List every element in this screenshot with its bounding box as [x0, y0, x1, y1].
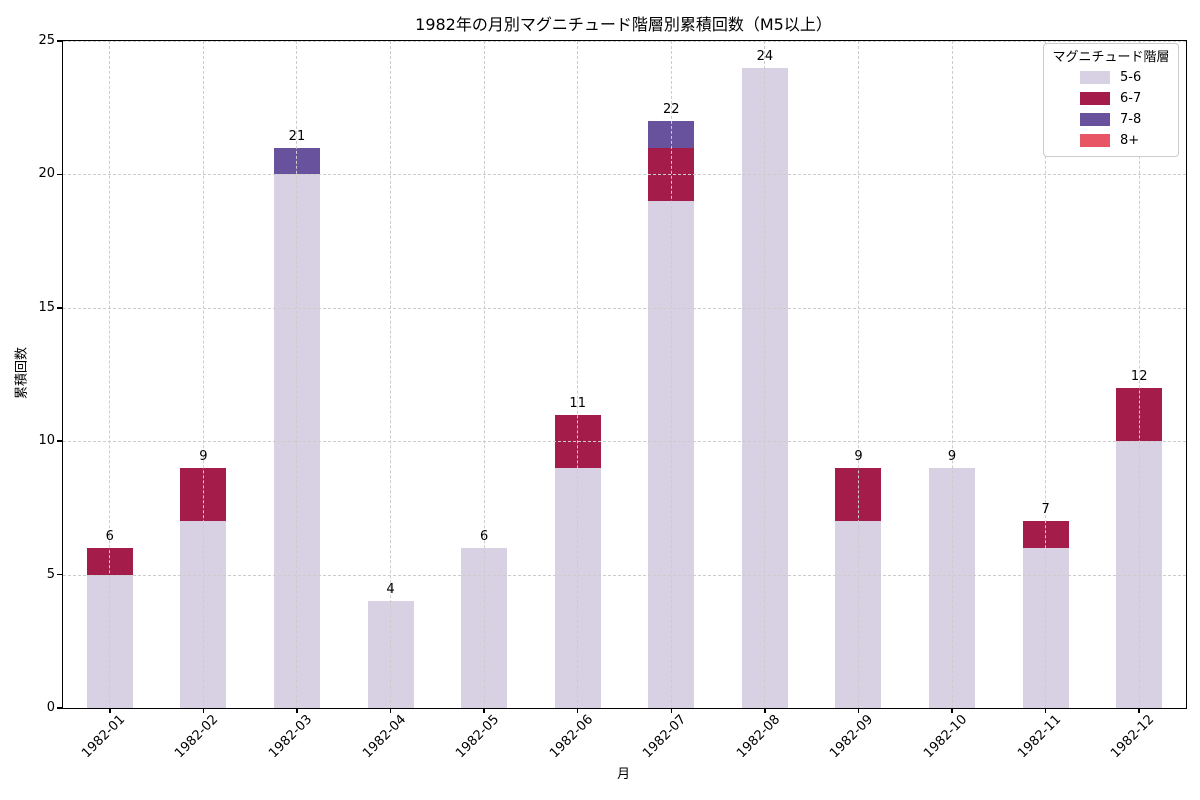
x-tick-mark-1982-08 [764, 708, 766, 713]
legend-entry-label: 5-6 [1120, 70, 1142, 85]
legend-entry-label: 7-8 [1120, 112, 1142, 127]
bar-total-label-1982-10: 9 [947, 448, 957, 464]
gridline-vertical-1982-10 [951, 41, 953, 708]
x-tick-mark-1982-10 [951, 708, 953, 713]
y-tick-mark-10 [57, 440, 62, 442]
gridline-horizontal-10 [63, 441, 1186, 443]
gridline-horizontal-5 [63, 574, 1186, 576]
plot-area: 0 5 10 15 20 25 1982-01 6 1982-02 9 1982-03 21 1982-… [38, 33, 1187, 761]
bar-total-label-1982-07: 22 [663, 102, 680, 118]
chart-title: 1982年の月別マグニチュード階層別累積回数（M5以上） [415, 15, 832, 34]
legend-swatch-6-7 [1080, 92, 1110, 105]
gridline-vertical-1982-11 [1045, 41, 1047, 708]
y-tick-label-0: 0 [46, 700, 55, 715]
legend-entry-label: 6-7 [1120, 91, 1142, 106]
gridline-vertical-1982-03 [296, 41, 298, 708]
x-tick-mark-1982-11 [1044, 708, 1047, 713]
gridline-vertical-1982-06 [577, 41, 579, 708]
gridline-vertical-1982-04 [390, 41, 392, 708]
y-tick-label-25: 25 [38, 33, 55, 48]
y-tick-label-15: 15 [38, 299, 55, 315]
bar-total-label-1982-11: 7 [1041, 502, 1050, 518]
y-tick-mark-25 [57, 40, 62, 42]
legend-title: マグニチュード階層 [1052, 50, 1170, 65]
gridline-horizontal-25 [63, 41, 1186, 42]
x-tick-mark-1982-04 [389, 708, 392, 713]
y-tick-mark-20 [57, 173, 62, 176]
legend: マグニチュード階層 5-6 6-7 7-8 8+ [1043, 43, 1179, 157]
x-tick-mark-1982-05 [483, 708, 485, 713]
x-tick-mark-1982-09 [857, 708, 860, 713]
bar-total-label-1982-06: 11 [569, 395, 586, 411]
x-tick-mark-1982-07 [670, 708, 673, 713]
legend-entries: 5-6 6-7 7-8 8+ [1044, 67, 1178, 151]
y-tick-label-10: 10 [38, 433, 55, 449]
legend-swatch-7-8 [1080, 113, 1110, 126]
x-tick-mark-1982-06 [576, 708, 579, 713]
legend-swatch-8+ [1080, 134, 1110, 147]
bar-total-label-1982-08: 24 [756, 48, 774, 64]
x-tick-mark-1982-12 [1138, 708, 1140, 713]
y-tick-mark-5 [57, 573, 62, 576]
bar-total-label-1982-12: 12 [1130, 368, 1148, 384]
gridline-horizontal-20 [63, 174, 1186, 176]
y-tick-label-20: 20 [38, 166, 55, 182]
gridline-horizontal-15 [63, 307, 1186, 309]
gridline-vertical-1982-01 [109, 41, 111, 708]
gridline-vertical-1982-12 [1138, 41, 1140, 708]
gridline-vertical-1982-07 [670, 41, 672, 708]
bar-total-label-1982-05: 6 [479, 528, 489, 544]
bar-total-label-1982-04: 4 [386, 582, 395, 598]
legend-entry-label: 8+ [1120, 133, 1140, 148]
y-axis-title: 累積回数 [14, 346, 30, 400]
bar-total-label-1982-03: 21 [288, 128, 306, 144]
gridline-vertical-1982-08 [764, 41, 766, 708]
x-tick-mark-1982-03 [296, 708, 298, 713]
legend-entry-6-7: 6-7 [1044, 88, 1178, 109]
legend-entry-7-8: 7-8 [1044, 109, 1178, 130]
legend-swatch-5-6 [1080, 71, 1110, 84]
bar-total-label-1982-02: 9 [199, 448, 208, 464]
y-tick-mark-15 [57, 307, 62, 309]
x-axis-title: 月 [616, 767, 630, 782]
gridline-vertical-1982-05 [483, 41, 485, 708]
bar-total-label-1982-01: 6 [105, 528, 114, 544]
y-tick-mark-0 [57, 707, 62, 709]
legend-entry-5-6: 5-6 [1044, 67, 1178, 88]
y-tick-label-5: 5 [46, 566, 55, 582]
bar-total-label-1982-09: 9 [854, 448, 863, 464]
gridline-vertical-1982-09 [857, 41, 859, 708]
x-tick-mark-1982-02 [202, 708, 205, 713]
legend-entry-8+: 8+ [1044, 130, 1178, 151]
x-tick-mark-1982-01 [109, 708, 111, 713]
gridline-vertical-1982-02 [202, 41, 204, 708]
